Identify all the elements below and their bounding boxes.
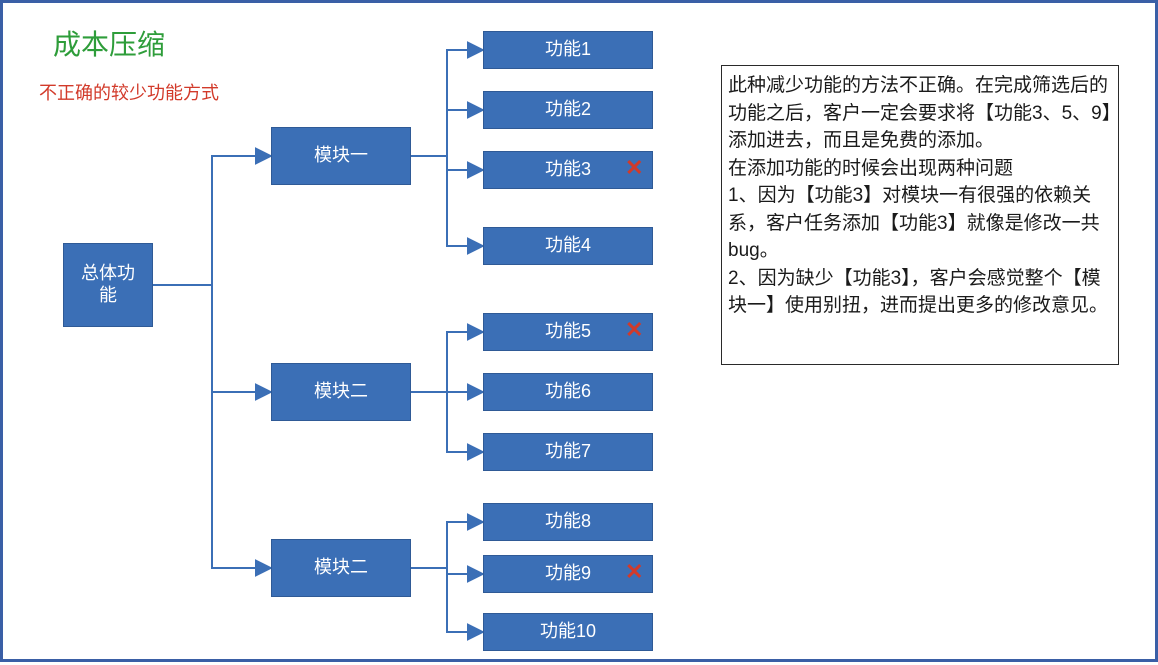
feature-node-1: 功能2 — [483, 91, 653, 129]
feature-node-5: 功能6 — [483, 373, 653, 411]
root-node: 总体功 能 — [63, 243, 153, 327]
feature-node-3: 功能4 — [483, 227, 653, 265]
feature-node-6: 功能7 — [483, 433, 653, 471]
title-sub: 不正确的较少功能方式 — [39, 79, 219, 105]
slide-canvas: 成本压缩不正确的较少功能方式总体功 能模块一模块二模块二功能1功能2功能3✕功能… — [0, 0, 1158, 662]
cross-icon: ✕ — [625, 319, 643, 341]
cross-icon: ✕ — [625, 561, 643, 583]
title-main: 成本压缩 — [53, 23, 165, 63]
feature-node-7: 功能8 — [483, 503, 653, 541]
module-node-0: 模块一 — [271, 127, 411, 185]
explanation-box: 此种减少功能的方法不正确。在完成筛选后的功能之后，客户一定会要求将【功能3、5、… — [721, 65, 1119, 365]
cross-icon: ✕ — [625, 157, 643, 179]
feature-node-9: 功能10 — [483, 613, 653, 651]
feature-node-0: 功能1 — [483, 31, 653, 69]
module-node-2: 模块二 — [271, 539, 411, 597]
module-node-1: 模块二 — [271, 363, 411, 421]
